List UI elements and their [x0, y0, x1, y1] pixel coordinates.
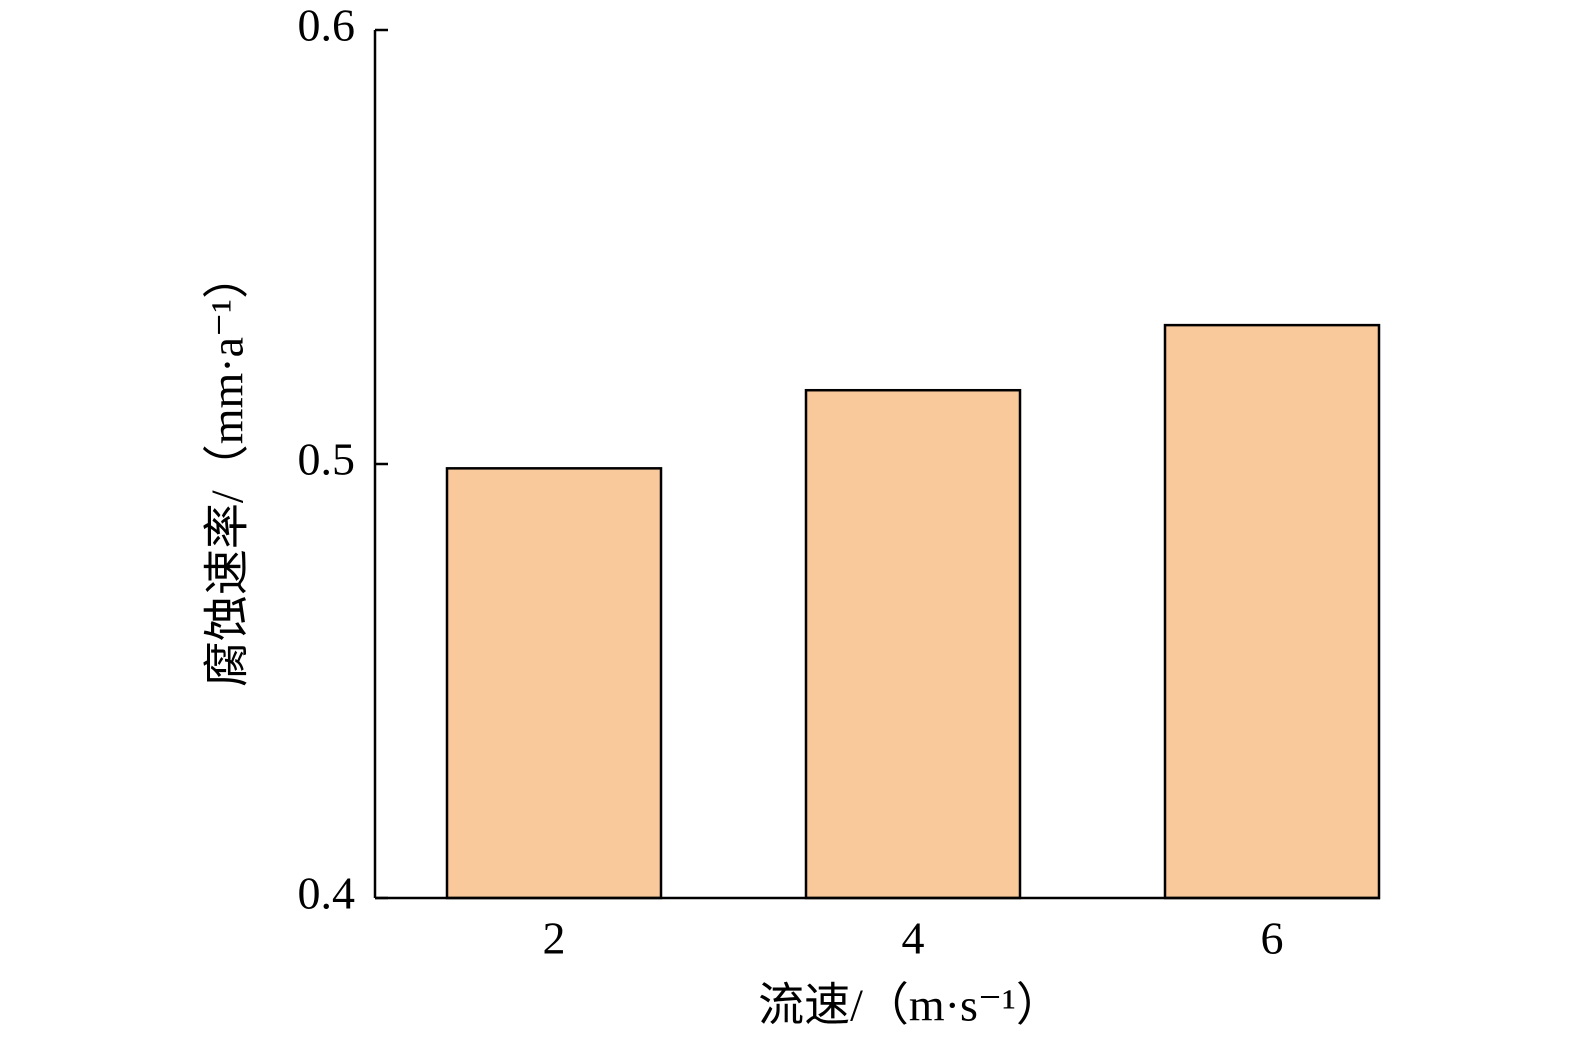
x-axis-label: 流速/（m·s⁻¹）: [758, 980, 1062, 1031]
x-tick-label: 2: [543, 913, 566, 964]
y-tick-label: 0.4: [298, 868, 356, 919]
y-tick-label: 0.6: [298, 0, 356, 51]
bar: [804, 388, 1022, 900]
y-tick-label: 0.5: [298, 434, 356, 485]
x-tick-label: 6: [1261, 913, 1284, 964]
y-axis-label: 腐蚀速率/（mm·a⁻¹）: [202, 253, 253, 687]
bar: [445, 467, 663, 900]
bar: [1163, 323, 1381, 900]
x-tick-label: 4: [902, 913, 925, 964]
